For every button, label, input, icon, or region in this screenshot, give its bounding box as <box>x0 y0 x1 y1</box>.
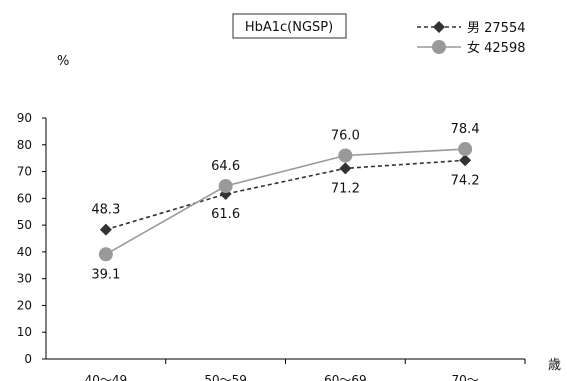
chart-title: HbA1c(NGSP) <box>245 20 333 35</box>
data-point <box>99 223 112 236</box>
y-tick-label: 90 <box>17 111 32 125</box>
x-axis-unit-label: 歳 <box>548 358 561 373</box>
legend: 男 27554 女 42598 <box>417 21 526 56</box>
chart-title-group: HbA1c(NGSP) <box>232 13 347 39</box>
data-label: 71.2 <box>331 181 360 196</box>
data-point <box>218 179 233 194</box>
y-axis-unit-label: % <box>57 54 69 69</box>
data-label: 76.0 <box>331 128 360 143</box>
data-point <box>458 142 473 157</box>
y-tick-label: 0 <box>24 352 32 366</box>
data-label: 39.1 <box>91 267 120 282</box>
data-label: 78.4 <box>451 122 480 137</box>
data-label: 74.2 <box>451 173 480 188</box>
y-tick-label: 20 <box>17 298 32 312</box>
data-label: 64.6 <box>211 159 240 174</box>
y-tick-label: 40 <box>17 245 32 259</box>
data-point <box>459 154 472 167</box>
y-tick-label: 30 <box>17 272 32 286</box>
series-2 <box>98 142 473 262</box>
data-point <box>339 162 352 175</box>
legend-marker <box>433 21 445 33</box>
data-label: 61.6 <box>211 207 240 222</box>
x-tick-label: 40～49 <box>85 373 128 381</box>
y-tick-label: 60 <box>17 191 32 205</box>
x-tick-label: 70～ <box>451 373 478 381</box>
chart-title-box <box>232 13 347 39</box>
legend-label: 女 42598 <box>467 40 526 56</box>
legend-label: 男 27554 <box>467 21 526 36</box>
y-tick-label: 80 <box>17 138 32 152</box>
data-label: 48.3 <box>91 203 120 218</box>
series-layer: 48.3 39.1 61.6 64.6 71.2 76.0 74.2 78.4 <box>91 122 479 282</box>
y-tick-label: 70 <box>17 165 32 179</box>
series-line <box>105 148 466 255</box>
legend-marker <box>432 40 446 54</box>
x-tick-label: 60～69 <box>324 373 367 381</box>
x-tick-label: 50～59 <box>204 373 247 381</box>
y-tick-label: 10 <box>17 325 32 339</box>
series-1 <box>99 154 472 236</box>
axes: 0 10 20 30 40 50 60 70 80 90 40～49 50～59 60～69 70～ <box>17 111 526 381</box>
legend-item: 女 42598 <box>417 40 526 56</box>
data-point <box>98 247 113 262</box>
y-tick-label: 50 <box>17 218 32 232</box>
legend-item: 男 27554 <box>417 21 526 36</box>
data-point <box>338 148 353 163</box>
